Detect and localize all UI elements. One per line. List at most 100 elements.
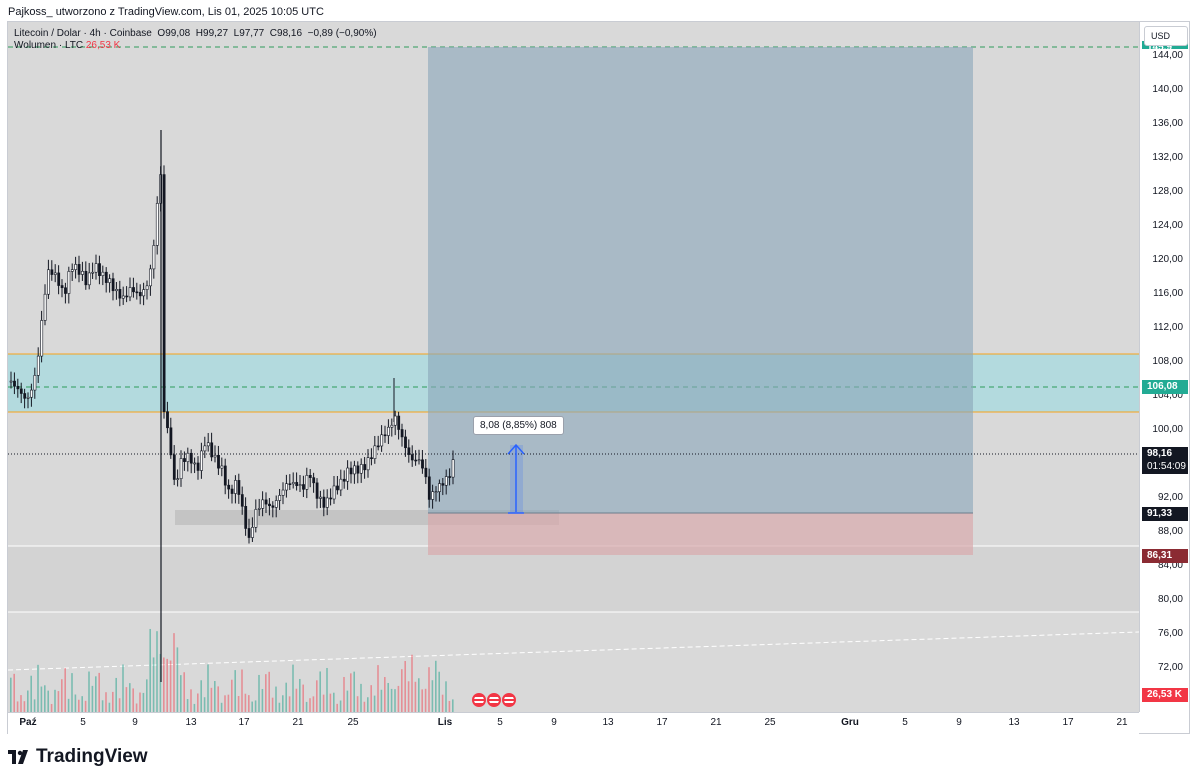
bar-countdown-label: 01:54:09 [1142, 460, 1188, 474]
volume-bar [23, 701, 26, 712]
volume-bar [40, 686, 43, 712]
candle-body [336, 485, 339, 491]
time-tick: 25 [764, 717, 776, 728]
candle-body [196, 462, 200, 471]
candle-body [410, 454, 414, 461]
candle-body [43, 293, 47, 321]
candle-body [118, 289, 122, 299]
candle-body [451, 459, 455, 478]
candle-body [291, 482, 295, 485]
position-loss-area[interactable] [428, 513, 973, 555]
candle-body [339, 478, 343, 491]
candle-body [247, 528, 251, 538]
candle-body [349, 467, 353, 475]
volume-bar [397, 685, 400, 712]
candle-body [390, 424, 394, 428]
currency-button[interactable]: USD [1144, 26, 1188, 46]
volume-bar [278, 702, 281, 712]
volume-bar [435, 660, 437, 712]
volume-bar [10, 677, 12, 712]
time-tick: 5 [902, 717, 908, 728]
us-flag-icon[interactable] [472, 693, 486, 707]
volume-bar [118, 698, 121, 712]
volume-bar [91, 685, 94, 712]
volume-bar [207, 664, 209, 712]
us-flag-icon[interactable] [487, 693, 501, 707]
volume-bar [360, 683, 362, 712]
candle-body [271, 505, 275, 508]
economic-events[interactable] [472, 693, 516, 707]
volume-bar [67, 698, 70, 712]
time-axis[interactable]: Paź 5 9 13 17 21 25 Lis 5 9 13 17 21 25 Gru 5 9 13 17 21 [8, 712, 1139, 734]
volume-bar [339, 700, 342, 712]
price-tick: 84,00 [1157, 560, 1183, 571]
volume-bar [139, 692, 141, 712]
candle-body [193, 462, 197, 465]
candle-body [16, 385, 20, 390]
candle-body [81, 270, 84, 275]
zone-price-label: 106,08 [1142, 380, 1188, 394]
tradingview-brand: TradingView [8, 746, 148, 768]
symbol-name[interactable]: Litecoin / Dolar · 4h · Coinbase [14, 28, 152, 39]
candle-body [74, 264, 78, 270]
volume-bar [163, 657, 165, 712]
volume-bar [418, 678, 420, 712]
candle-body [179, 458, 183, 479]
time-tick: 5 [80, 717, 86, 728]
volume-bar [414, 681, 417, 712]
volume-bar [275, 686, 277, 712]
volume-bar [44, 685, 46, 712]
volume-label[interactable]: Wolumen · LTC [14, 40, 84, 51]
volume-bar [312, 696, 315, 712]
candle-body [305, 475, 309, 490]
volume-bar [356, 696, 359, 712]
candle-body [115, 289, 118, 292]
volume-bar [316, 680, 318, 712]
volume-bar [258, 674, 260, 712]
time-tick: 9 [956, 717, 962, 728]
volume-bar [302, 684, 304, 712]
candle-body [421, 459, 424, 469]
price-tick: 144,00 [1152, 50, 1183, 61]
candle-body [448, 476, 452, 478]
us-flag-icon[interactable] [502, 693, 516, 707]
volume-bar [220, 702, 223, 712]
volume-bar [129, 683, 131, 712]
price-tick: 120,00 [1152, 254, 1183, 265]
price-axis[interactable]: 144,00 140,00 136,00 132,00 128,00 124,00 120,… [1139, 22, 1189, 712]
volume-bar [237, 696, 240, 712]
candle-body [308, 475, 312, 478]
price-tick: 108,00 [1152, 356, 1183, 367]
time-tick: 5 [497, 717, 503, 728]
candle-body [176, 478, 180, 480]
volume-bar [292, 664, 294, 712]
low-value: 97,77 [239, 28, 265, 39]
time-tick: Paź [19, 717, 37, 728]
volume-bars [10, 628, 454, 712]
candle-body [138, 292, 142, 297]
candle-body [57, 272, 61, 286]
volume-bar [108, 702, 111, 712]
chart-pane[interactable] [8, 22, 1139, 712]
measure-arrow[interactable] [507, 443, 525, 514]
candle-body [332, 485, 336, 500]
position-profit-area[interactable] [428, 47, 973, 513]
volume-bar [101, 700, 104, 712]
candle-body [359, 464, 363, 474]
candle-body [84, 270, 88, 286]
volume-bar [350, 673, 352, 712]
candle-body [319, 496, 322, 499]
candle-body [281, 489, 285, 496]
candle-body [315, 482, 319, 499]
candle-body [77, 264, 81, 275]
chart-canvas[interactable] [8, 22, 1139, 712]
time-tick: Lis [437, 717, 453, 728]
candle-body [441, 483, 445, 486]
volume-bar [428, 667, 430, 712]
candle-body [98, 263, 101, 276]
volume-bar [173, 633, 175, 712]
candle-body [254, 509, 258, 528]
price-tick: 88,00 [1157, 526, 1183, 537]
volume-bar [37, 664, 39, 712]
candle-body [400, 429, 404, 438]
